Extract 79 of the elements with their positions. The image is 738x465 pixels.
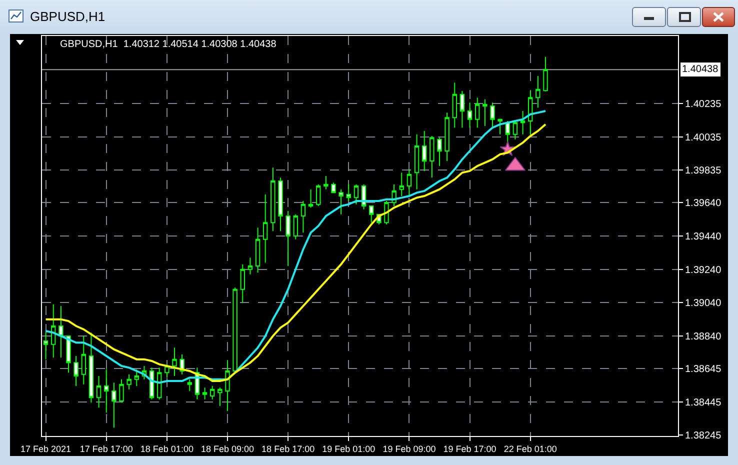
chart-title: GBPUSD,H1 xyxy=(30,9,106,24)
candlestick xyxy=(270,167,276,232)
y-tick-label: 1.39835 xyxy=(685,166,722,177)
candlestick xyxy=(218,387,222,406)
candlestick xyxy=(202,387,208,400)
candlestick xyxy=(96,376,102,408)
candlestick xyxy=(475,97,480,128)
candlestick xyxy=(51,304,56,358)
chart-subtitle: GBPUSD,H1 1.40312 1.40514 1.40308 1.40438 xyxy=(60,39,277,50)
candlestick xyxy=(172,347,177,376)
candlestick xyxy=(58,306,64,358)
candlestick xyxy=(543,56,548,92)
x-tick-label: 19 Feb 17:00 xyxy=(443,444,496,454)
candlestick xyxy=(498,118,502,135)
x-tick-label: 17 Feb 2021 xyxy=(20,444,72,454)
candlestick xyxy=(528,90,533,135)
candlestick xyxy=(324,176,328,190)
ref-line-label: 1.40438 xyxy=(682,64,719,75)
candlestick xyxy=(286,210,290,266)
candlestick xyxy=(331,182,336,194)
candlestick xyxy=(240,264,245,304)
x-tick-label: 18 Feb 09:00 xyxy=(200,444,254,454)
candlestick xyxy=(338,188,344,215)
candlestick xyxy=(81,336,86,385)
candlestick xyxy=(399,172,404,196)
candlestick xyxy=(467,102,472,128)
candlestick xyxy=(452,82,457,128)
y-tick-label: 1.39640 xyxy=(685,198,722,210)
y-tick-label: 1.39440 xyxy=(685,232,722,242)
y-tick-label: 1.39240 xyxy=(685,264,722,276)
candlestick xyxy=(369,206,374,224)
candlestick xyxy=(437,137,442,166)
candlestick xyxy=(134,368,139,386)
candlestick xyxy=(225,360,230,412)
candlestick xyxy=(119,378,124,404)
candlestick xyxy=(248,257,253,275)
candlestick xyxy=(293,214,298,240)
y-tick-label: 1.38645 xyxy=(685,364,722,375)
y-tick-label: 1.40035 xyxy=(685,132,722,144)
candlestick xyxy=(187,378,192,392)
candlestick xyxy=(126,374,132,390)
candlestick xyxy=(316,184,321,206)
y-tick-label: 1.38245 xyxy=(685,430,722,442)
candlestick xyxy=(300,200,306,234)
candlestick xyxy=(490,102,495,128)
candlestick xyxy=(354,184,359,205)
x-tick-label: 19 Feb 09:00 xyxy=(382,444,436,454)
candlestick xyxy=(112,382,116,428)
y-tick-label: 1.38840 xyxy=(685,332,722,342)
candlestick xyxy=(66,336,71,374)
candlestick xyxy=(308,188,314,208)
y-tick-label: 1.38445 xyxy=(685,397,722,408)
candlestick xyxy=(74,356,78,386)
candlestick xyxy=(104,368,109,414)
candlestick xyxy=(460,90,465,128)
x-tick-label: 18 Feb 17:00 xyxy=(262,444,315,454)
x-tick-label: 22 Feb 01:00 xyxy=(504,444,557,454)
candlestick xyxy=(263,194,268,264)
candlestick xyxy=(422,130,427,172)
candlestick xyxy=(232,287,238,372)
candlestick xyxy=(157,367,162,400)
candlestick xyxy=(520,110,526,135)
candlestick xyxy=(512,120,518,140)
candlestick xyxy=(346,184,351,202)
candlestick xyxy=(255,227,260,274)
candlestick xyxy=(430,136,434,178)
candlestick xyxy=(444,112,450,162)
x-tick-label: 18 Feb 01:00 xyxy=(140,444,194,454)
x-tick-label: 19 Feb 01:00 xyxy=(322,444,376,454)
candlestick xyxy=(406,168,412,196)
candlestick xyxy=(536,76,540,108)
x-tick-label: 17 Feb 17:00 xyxy=(80,444,133,454)
candlestick xyxy=(414,134,420,190)
candlestick xyxy=(88,332,94,404)
y-tick-label: 1.40235 xyxy=(685,99,722,110)
candlestick xyxy=(210,386,215,400)
candlestick xyxy=(482,98,488,126)
y-tick-label: 1.39040 xyxy=(685,298,722,310)
candlestick xyxy=(278,177,283,232)
